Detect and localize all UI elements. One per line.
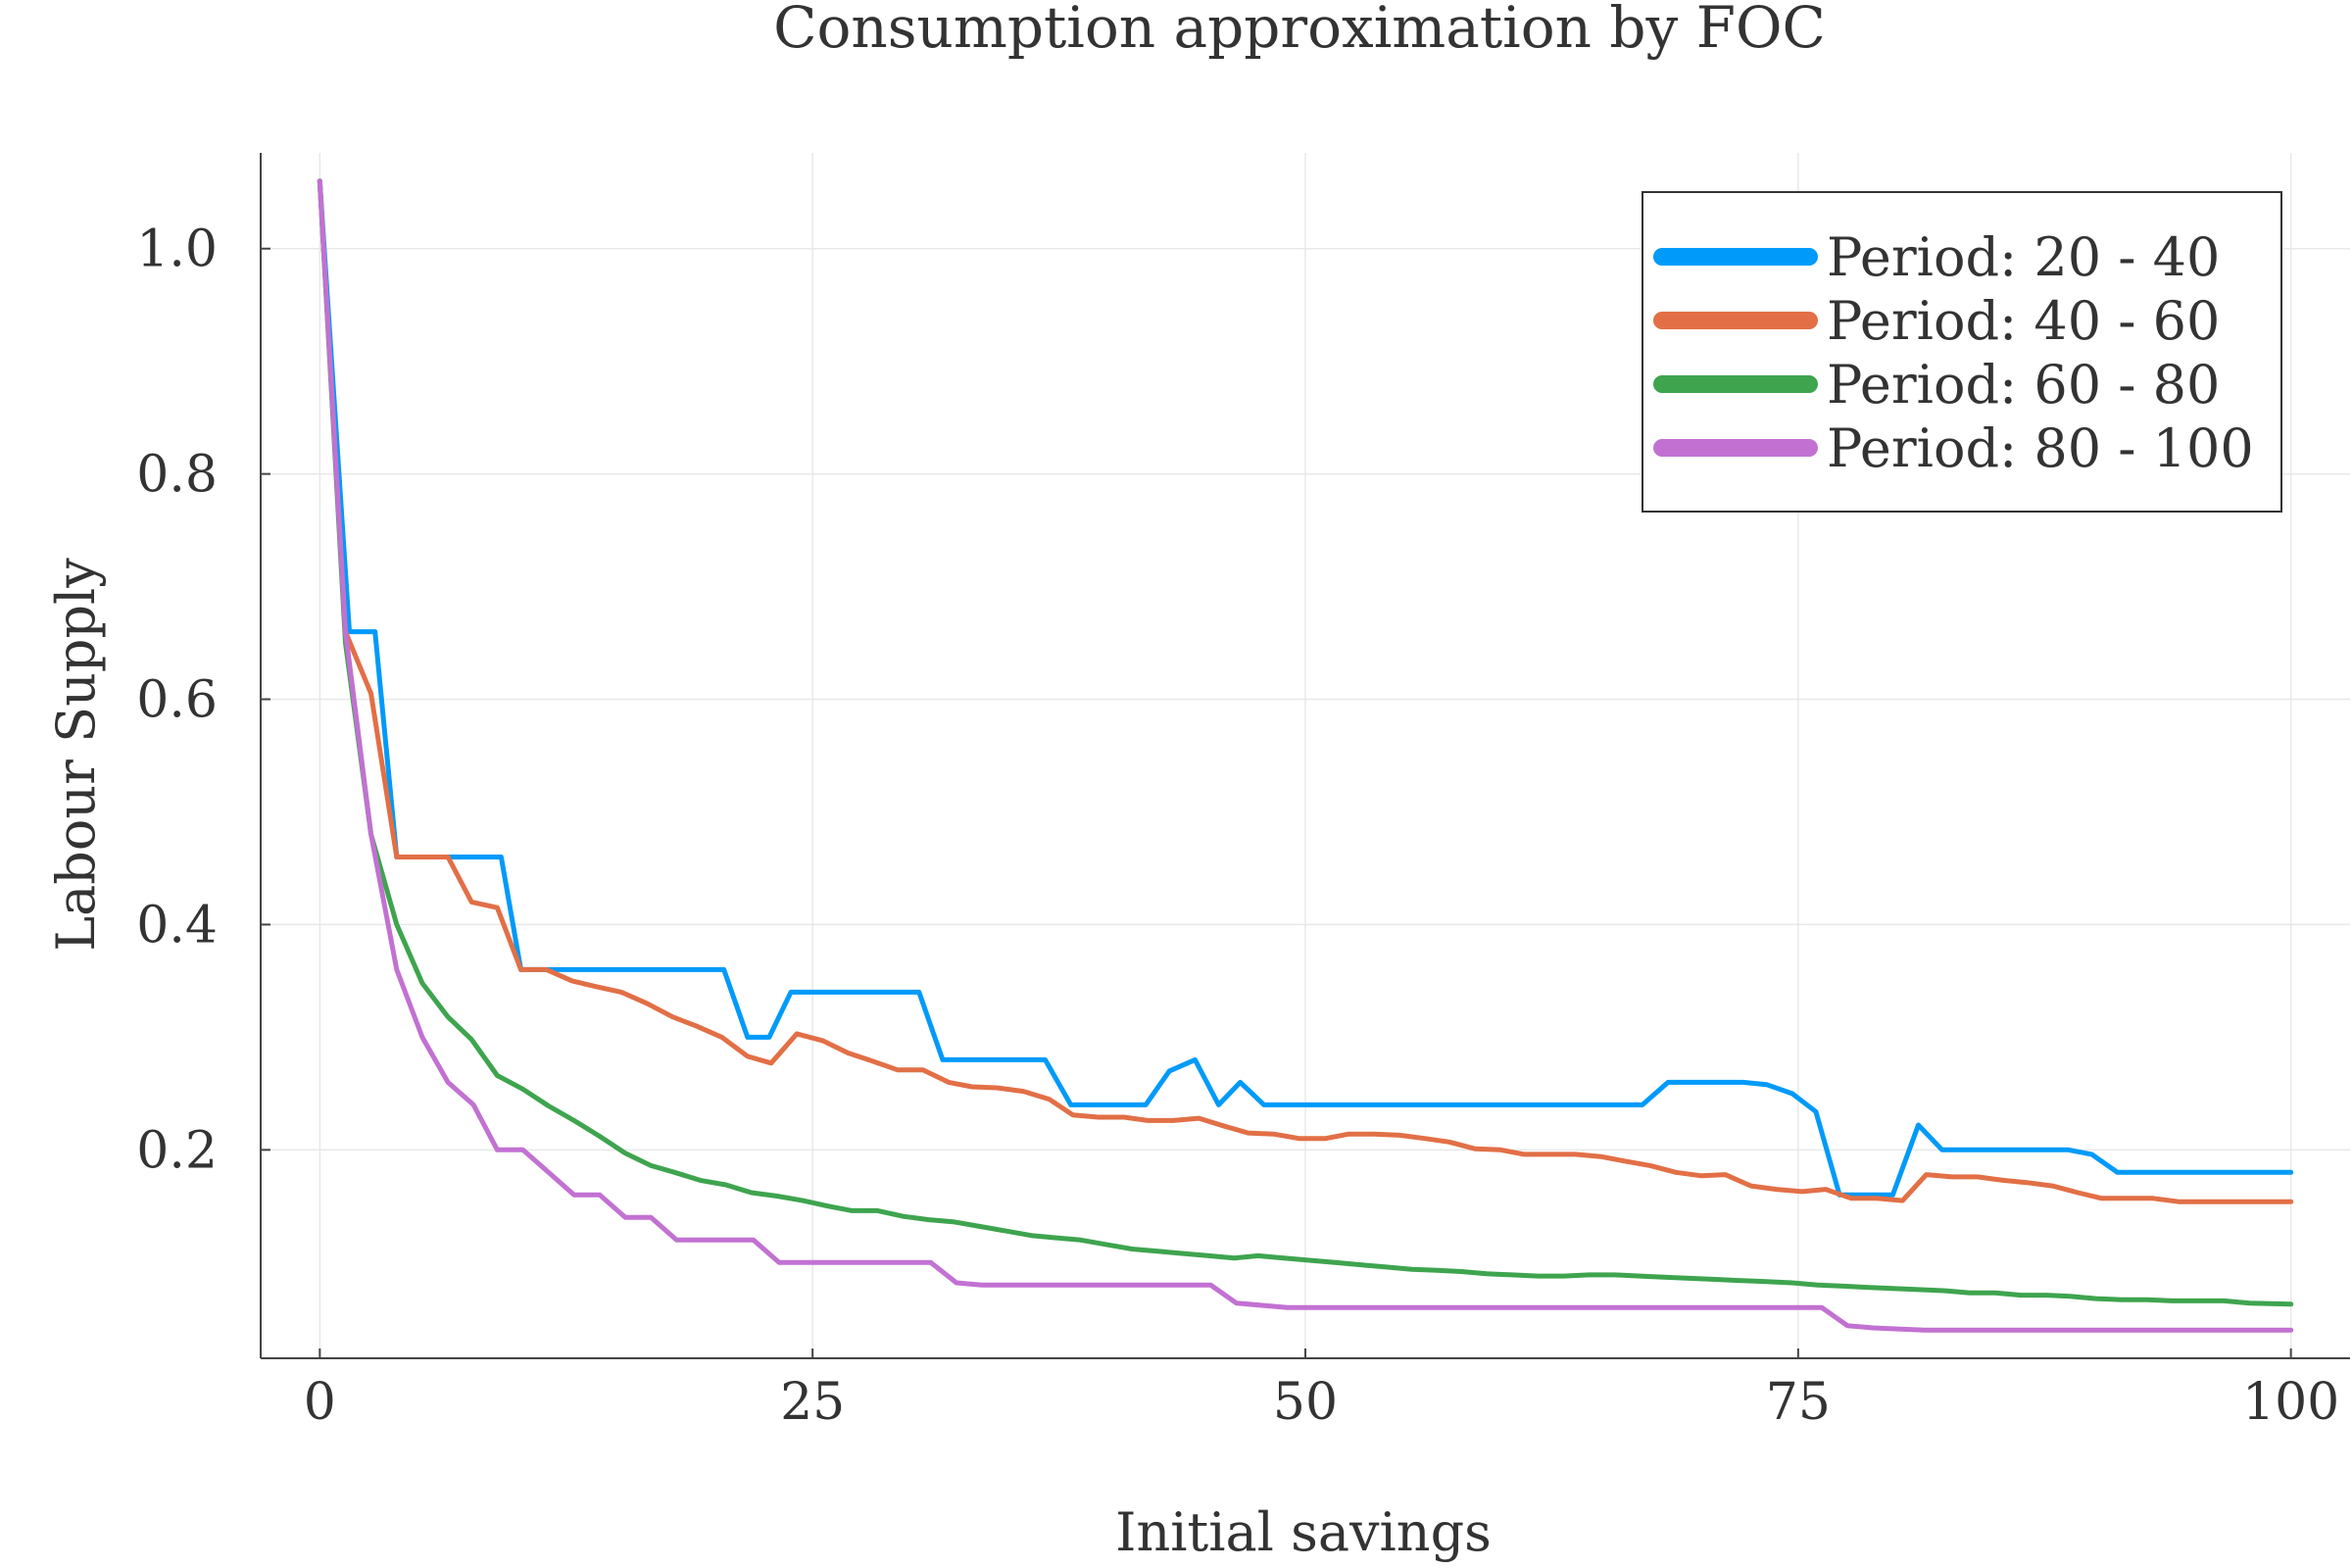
x-tick-label: 0 (304, 1373, 336, 1432)
legend-label-3: Period: 60 - 80 (1827, 354, 2220, 416)
y-tick-label: 1.0 (136, 220, 218, 279)
legend-label-1: Period: 20 - 40 (1827, 226, 2220, 288)
legend-box (1642, 191, 2282, 513)
y-tick-label: 0.2 (136, 1121, 218, 1180)
series-group (317, 178, 2294, 1333)
legend-label-4: Period: 80 - 100 (1827, 417, 2254, 479)
y-axis-label: Labour Supply (45, 558, 107, 952)
y-axis-ticks: 0.2 0.4 0.6 0.8 1.0 (136, 220, 270, 1180)
x-tick-label: 75 (1766, 1373, 1831, 1432)
y-tick-label: 0.8 (136, 446, 218, 505)
y-tick-label: 0.6 (136, 671, 218, 730)
x-axis-label: Initial savings (1115, 1501, 1492, 1563)
y-tick-label: 0.4 (136, 896, 218, 955)
x-tick-label: 25 (780, 1373, 845, 1432)
x-axis-ticks: 0 25 50 75 100 (304, 1348, 2339, 1432)
chart-title: Consumption approximation by FOC (773, 0, 1826, 61)
legend-label-2: Period: 40 - 60 (1827, 290, 2220, 352)
x-tick-label: 50 (1273, 1373, 1338, 1432)
x-tick-label: 100 (2242, 1373, 2339, 1432)
series-line-2 (317, 178, 2294, 1204)
series-line-4 (317, 178, 2294, 1333)
series-line-3 (317, 178, 2294, 1307)
series-line-1 (317, 178, 2294, 1198)
